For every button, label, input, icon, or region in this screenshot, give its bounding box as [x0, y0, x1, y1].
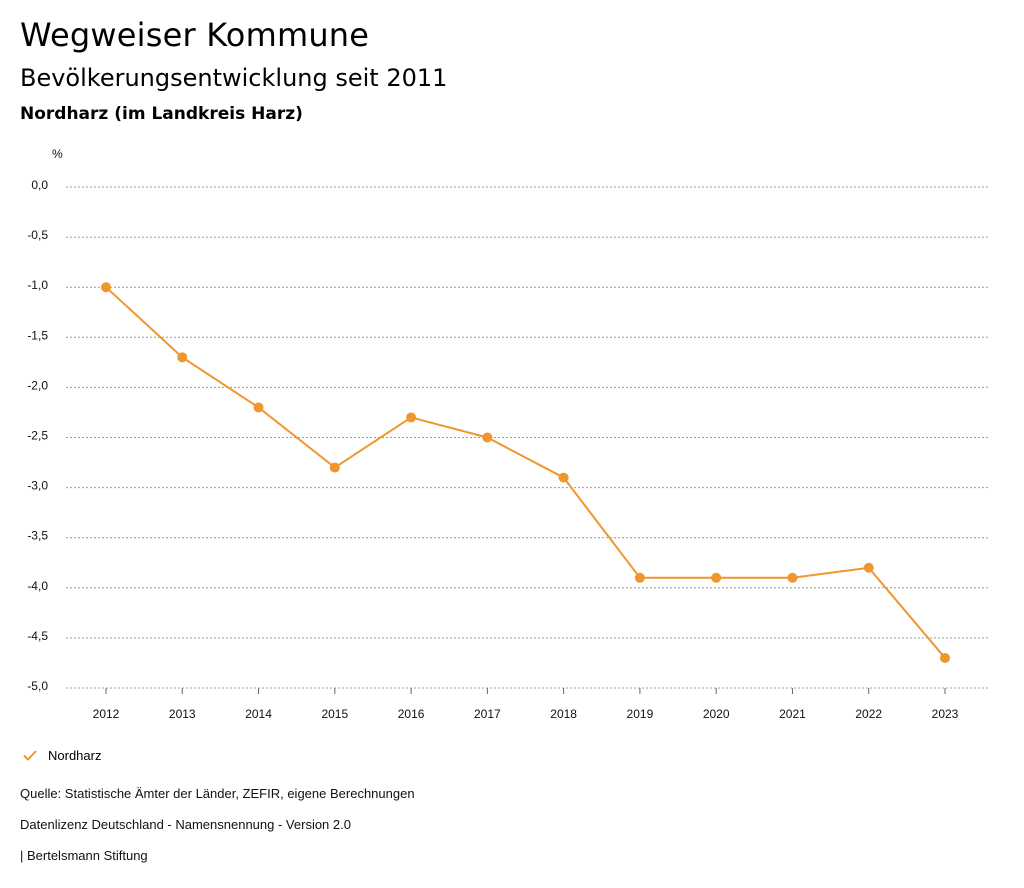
y-tick-label: -5,0 [27, 679, 48, 693]
data-point[interactable] [711, 572, 722, 583]
x-tick-label: 2020 [703, 707, 730, 721]
y-tick-label: -2,5 [27, 429, 48, 443]
y-tick-label: -4,0 [27, 579, 48, 593]
license-note: Datenlizenz Deutschland - Namensnennung … [20, 817, 351, 832]
page-title: Wegweiser Kommune [20, 16, 370, 54]
line-chart: % 0,0 -0,5 -1,0 -1,5 -2,0 -2,5 -3,0 -3,5 -4,0 -4,5… [27, 147, 990, 721]
x-tick-label: 2012 [93, 707, 120, 721]
data-point[interactable] [634, 572, 645, 583]
data-point[interactable] [177, 352, 188, 363]
check-icon [23, 750, 37, 761]
series-lines [105, 286, 946, 659]
data-point[interactable] [101, 282, 111, 293]
region-label: Nordharz (im Landkreis Harz) [20, 104, 303, 124]
x-tick-label: 2022 [855, 707, 882, 721]
data-point[interactable] [940, 652, 950, 663]
x-tick-label: 2019 [627, 707, 654, 721]
data-point[interactable] [482, 432, 493, 443]
legend-label: Nordharz [48, 747, 102, 763]
x-tick-label: 2023 [932, 707, 959, 721]
y-tick-label: -1,5 [27, 328, 48, 342]
source-note: Quelle: Statistische Ämter der Länder, Z… [20, 786, 415, 801]
y-tick-label: -4,5 [27, 629, 48, 643]
x-tick-label: 2021 [779, 707, 806, 721]
data-point[interactable] [406, 412, 417, 423]
y-axis-unit: % [52, 147, 63, 161]
data-point[interactable] [329, 462, 340, 473]
y-tick-label: -2,0 [27, 378, 48, 392]
chart-subtitle: Bevölkerungsentwicklung seit 2011 [20, 64, 448, 92]
y-tick-label: -0,5 [27, 228, 48, 242]
x-tick-label: 2016 [398, 707, 425, 721]
x-tick-label: 2014 [245, 707, 272, 721]
y-tick-label: 0,0 [31, 178, 48, 192]
data-point[interactable] [863, 562, 874, 573]
x-tick-label: 2013 [169, 707, 196, 721]
x-tick-label: 2018 [550, 707, 577, 721]
grid-lines [66, 186, 990, 689]
y-tick-label: -1,0 [27, 278, 48, 292]
axes: % 0,0 -0,5 -1,0 -1,5 -2,0 -2,5 -3,0 -3,5 -4,0 -4,5… [27, 147, 958, 721]
data-point[interactable] [253, 402, 264, 413]
legend[interactable]: Nordharz [22, 745, 101, 765]
data-point[interactable] [787, 572, 798, 583]
x-tick-label: 2015 [321, 707, 348, 721]
y-tick-label: -3,0 [27, 479, 48, 493]
publisher-note: | Bertelsmann Stiftung [20, 848, 148, 863]
y-tick-label: -3,5 [27, 529, 48, 543]
x-tick-label: 2017 [474, 707, 501, 721]
data-point[interactable] [558, 472, 569, 483]
series-line-nordharz [105, 286, 946, 659]
data-points [101, 282, 950, 663]
